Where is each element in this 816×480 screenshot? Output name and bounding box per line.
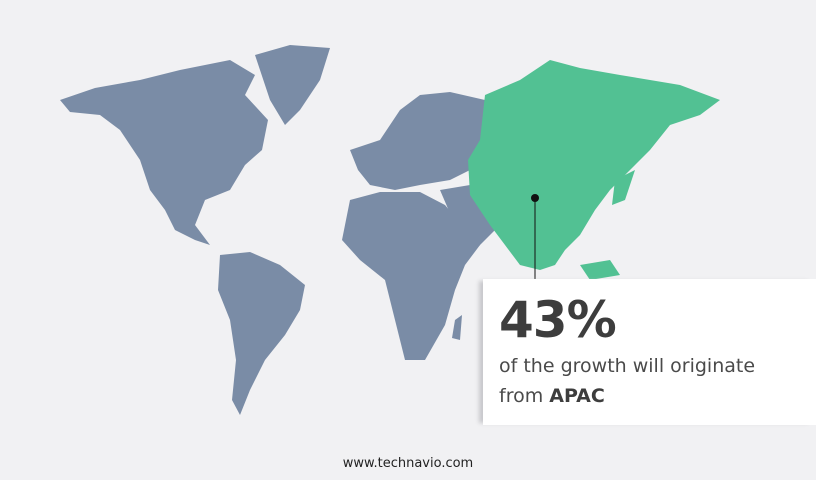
europe bbox=[350, 92, 485, 190]
greenland bbox=[255, 45, 330, 125]
growth-percent: 43% bbox=[499, 291, 617, 349]
madagascar bbox=[452, 315, 462, 340]
callout-card: 43% of the growth will originate from AP… bbox=[483, 279, 816, 425]
footer-url: www.technavio.com bbox=[342, 456, 474, 471]
apac-region bbox=[468, 60, 720, 280]
callout-text: of the growth will originate bbox=[499, 355, 756, 377]
north-america bbox=[60, 60, 268, 245]
callout-prefix: from bbox=[499, 385, 544, 407]
callout-region: APAC bbox=[549, 385, 605, 407]
africa bbox=[342, 192, 480, 360]
callout-region-line: from APAC bbox=[499, 385, 605, 407]
south-america bbox=[218, 252, 305, 415]
